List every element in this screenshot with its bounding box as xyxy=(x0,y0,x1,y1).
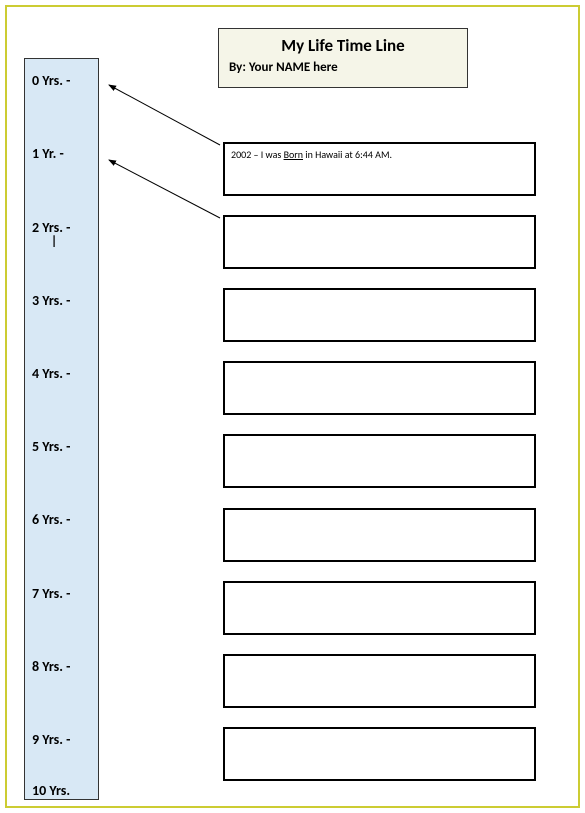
byline: By: Your NAME here xyxy=(229,60,457,75)
page-title: My Life Time Line xyxy=(229,35,457,56)
year-label-6: 6 Yrs. - xyxy=(32,511,70,528)
tick-mark: | xyxy=(51,234,57,249)
year-label-4: 4 Yrs. - xyxy=(32,365,70,382)
event-text-0: 2002 – I was Born in Hawaii at 6:44 AM. xyxy=(231,148,392,161)
year-label-0: 0 Yrs. - xyxy=(32,72,70,89)
event-box-0: 2002 – I was Born in Hawaii at 6:44 AM. xyxy=(223,142,536,196)
event-box-4 xyxy=(223,434,536,488)
event-box-3 xyxy=(223,361,536,415)
year-label-9: 9 Yrs. - xyxy=(32,731,70,748)
event-box-2 xyxy=(223,288,536,342)
year-label-7: 7 Yrs. - xyxy=(32,585,70,602)
timeline-bar xyxy=(24,58,99,800)
header-box: My Life Time Line By: Your NAME here xyxy=(218,28,468,88)
year-label-5: 5 Yrs. - xyxy=(32,438,70,455)
year-label-8: 8 Yrs. - xyxy=(32,658,70,675)
year-label-10: 10 Yrs. xyxy=(32,782,70,799)
event-box-6 xyxy=(223,581,536,635)
event-box-7 xyxy=(223,654,536,708)
event-box-1 xyxy=(223,215,536,269)
event-box-8 xyxy=(223,727,536,781)
event-box-5 xyxy=(223,508,536,562)
year-label-1: 1 Yr. - xyxy=(32,145,64,162)
year-label-3: 3 Yrs. - xyxy=(32,292,70,309)
